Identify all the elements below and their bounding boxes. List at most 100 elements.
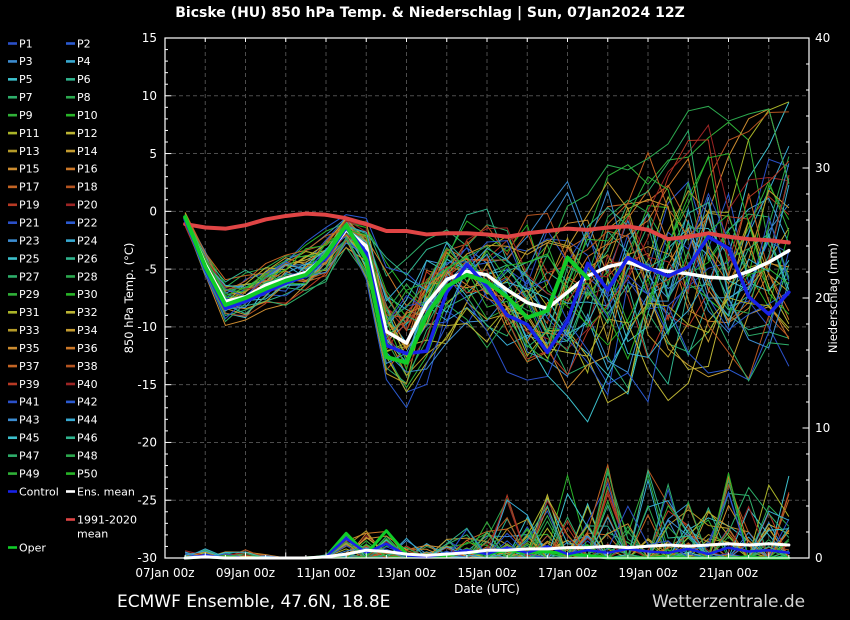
legend-member-label: P39 [19, 378, 40, 391]
legend-member-label: P38 [77, 360, 98, 373]
axes-frame-and-ticks [164, 37, 810, 559]
legend-member-label: P13 [19, 145, 40, 158]
legend-member-label: P16 [77, 163, 98, 176]
legend-member-label: P17 [19, 181, 40, 194]
legend-member-label: P21 [19, 217, 40, 230]
legend-member-label: P1 [19, 37, 33, 50]
legend-member-label: P45 [19, 432, 40, 445]
legend-member-label: P41 [19, 396, 40, 409]
legend-member-label: P34 [77, 324, 98, 337]
legend-ens-mean-label: Ens. mean [77, 485, 135, 498]
x-axis-tick-label: 09Jan 00z [216, 566, 275, 580]
ensemble-member-temp-line [184, 154, 790, 363]
left-axis-tick-label: -10 [137, 320, 157, 334]
legend-member-label: P18 [77, 181, 98, 194]
legend-member-label: P9 [19, 109, 33, 122]
legend-member-label: P37 [19, 360, 40, 373]
ens-mean-temp-line [183, 216, 791, 345]
legend-member-label: P47 [19, 449, 40, 462]
legend-member-label: P15 [19, 163, 40, 176]
left-axis-tick-label: -20 [137, 436, 157, 450]
ensemble-member-temp-line [184, 201, 790, 315]
left-axis-tick-label: -30 [137, 551, 157, 565]
footer-brand: Wetterzentrale.de [652, 592, 805, 612]
x-axis-tick-label: 11Jan 00z [296, 566, 355, 580]
legend-member-label: P12 [77, 127, 98, 140]
right-axis-tick-label: 10 [815, 421, 830, 435]
legend-member-label: P35 [19, 342, 40, 355]
left-axis-tick-label: -15 [137, 378, 157, 392]
legend-member-label: P23 [19, 234, 40, 247]
ensemble-member-temp-line [184, 156, 790, 364]
right-axis-tick-label: 40 [815, 31, 830, 45]
oper-temp-line [183, 215, 590, 365]
ensemble-member-temp-line [184, 214, 789, 382]
left-axis-tick-label: 5 [149, 147, 157, 161]
legend: P1 P2 P3 P4 P5 P6 P7 P8 P9 P10 P11 P12 P13 P14 P15 P16 P… [8, 37, 137, 554]
legend-member-label: P3 [19, 55, 33, 68]
ensemble-member-temp-line [184, 218, 790, 409]
legend-member-label: P42 [77, 396, 98, 409]
legend-member-label: P25 [19, 252, 40, 265]
x-axis-title: Date (UTC) [454, 582, 520, 596]
legend-member-label: P2 [77, 37, 91, 50]
legend-member-label: P26 [77, 252, 98, 265]
legend-member-label: P30 [77, 288, 98, 301]
ensemble-member-temp-line [184, 195, 790, 360]
left-axis-title: 850 hPa Temp. (°C) [122, 243, 136, 354]
legend-member-label: P5 [19, 73, 33, 86]
legend-member-label: P22 [77, 217, 98, 230]
ensemble-member-temp-line [184, 153, 790, 372]
left-axis-tick-label: -5 [145, 262, 157, 276]
left-axis-tick-label: 0 [149, 205, 157, 219]
tick-labels: 15 10 5 0 -5 -10 -15 -20 -25 -30 40 30 20 10 0 07Jan 00… [135, 31, 830, 580]
legend-clim-mean-label: 1991-2020 [77, 513, 137, 526]
ensemble-member-temp-line [184, 129, 790, 385]
legend-member-label: P49 [19, 467, 40, 480]
control-temp-line [183, 217, 791, 356]
legend-member-label: P24 [77, 234, 98, 247]
x-axis-tick-label: 21Jan 00z [699, 566, 758, 580]
legend-member-label: P11 [19, 127, 40, 140]
ensemble-member-temp-line [184, 105, 790, 322]
ensemble-member-temp-line [184, 145, 790, 364]
x-axis-tick-label: 17Jan 00z [538, 566, 597, 580]
legend-member-label: P50 [77, 467, 98, 480]
legend-member-label: P14 [77, 145, 98, 158]
right-axis-title: Niederschlag (mm) [826, 243, 840, 353]
left-axis-tick-label: -25 [137, 493, 157, 507]
chart-title: Bicske (HU) 850 hPa Temp. & Niederschlag… [175, 5, 684, 21]
x-axis-tick-label: 19Jan 00z [618, 566, 677, 580]
legend-control-label: Control [19, 485, 59, 498]
x-axis-tick-label: 15Jan 00z [457, 566, 516, 580]
footer-model-info: ECMWF Ensemble, 47.6N, 18.8E [117, 592, 390, 612]
left-axis-tick-label: 10 [142, 89, 157, 103]
legend-member-label: P27 [19, 270, 40, 283]
left-axis-tick-label: 15 [142, 31, 157, 45]
legend-clim-mean-label2: mean [77, 528, 108, 541]
right-axis-tick-label: 0 [815, 551, 823, 565]
legend-member-label: P20 [77, 199, 98, 212]
legend-member-label: P6 [77, 73, 91, 86]
legend-member-label: P48 [77, 449, 98, 462]
clim-mean-temp-line [183, 211, 791, 245]
legend-oper-label: Oper [19, 541, 46, 554]
legend-member-label: P4 [77, 55, 91, 68]
x-axis-tick-label: 07Jan 00z [135, 566, 194, 580]
legend-member-label: P10 [77, 109, 98, 122]
legend-member-label: P31 [19, 306, 40, 319]
legend-member-label: P29 [19, 288, 40, 301]
legend-member-label: P32 [77, 306, 98, 319]
legend-member-label: P33 [19, 324, 40, 337]
ensemble-member-temp-line [184, 181, 790, 350]
legend-member-label: P7 [19, 91, 33, 104]
legend-member-label: P28 [77, 270, 98, 283]
legend-member-label: P46 [77, 432, 98, 445]
right-axis-tick-label: 30 [815, 161, 830, 175]
legend-member-label: P8 [77, 91, 91, 104]
legend-member-label: P43 [19, 414, 40, 427]
right-axis-tick-label: 20 [815, 291, 830, 305]
legend-member-label: P19 [19, 199, 40, 212]
